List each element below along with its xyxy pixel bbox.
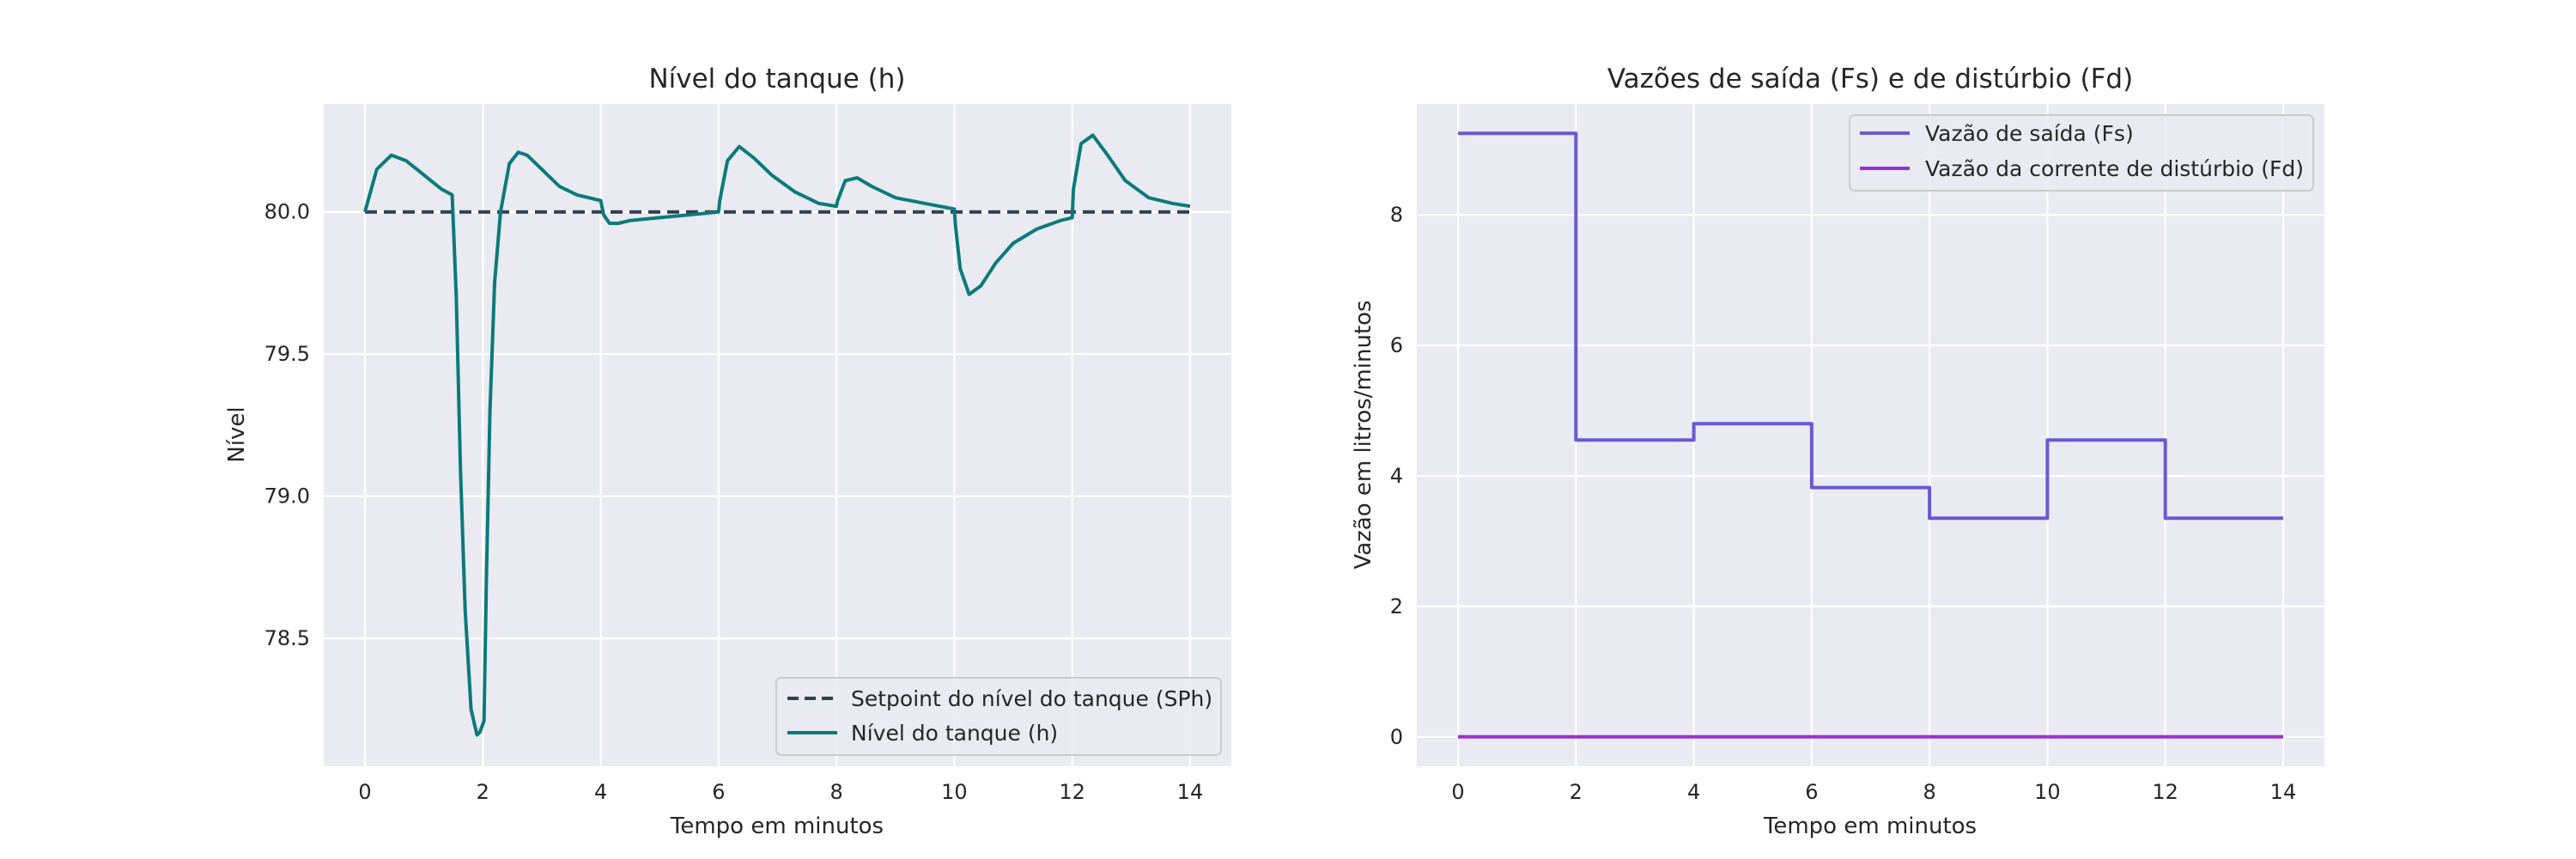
flow-chart: 0 2 4 6 8 10 12 14 0 2 4 6 8 Vazões de saída (Fs) e …	[1351, 64, 2324, 839]
level-chart-ticks: 0 2 4 6 8 10 12 14 78.5 79.0 79.5 80.0	[264, 200, 1204, 804]
level-chart-ytick-label: 79.0	[264, 484, 310, 509]
flow-chart-xtick-label: 14	[2270, 780, 2297, 804]
flow-chart-xtick-label: 2	[1570, 780, 1583, 804]
flow-chart-xtick-label: 6	[1805, 780, 1818, 804]
level-chart-xtick-label: 6	[712, 780, 725, 804]
level-chart-xtick-label: 4	[594, 780, 607, 804]
flow-chart-ytick-label: 8	[1390, 203, 1403, 227]
level-chart-xtick-label: 8	[829, 780, 842, 804]
legend-label-level: Nível do tanque (h)	[851, 721, 1058, 746]
flow-chart-legend-box	[1849, 114, 2314, 192]
level-chart: 0 2 4 6 8 10 12 14 78.5 79.0 79.5 80.0 Nível do tan…	[224, 64, 1231, 839]
flow-chart-xlabel: Tempo em minutos	[1763, 813, 1977, 839]
legend-label-disturbance: Vazão da corrente de distúrbio (Fd)	[1925, 156, 2304, 181]
level-chart-title: Nível do tanque (h)	[648, 64, 905, 94]
legend-label-outflow: Vazão de saída (Fs)	[1925, 121, 2134, 146]
level-chart-ylabel: Nível	[224, 406, 250, 462]
level-chart-plot-area	[324, 104, 1231, 766]
flow-chart-ytick-label: 6	[1390, 333, 1403, 357]
level-chart-xtick-label: 10	[941, 780, 968, 804]
level-chart-xtick-label: 12	[1059, 780, 1085, 804]
level-chart-ytick-label: 78.5	[264, 626, 310, 650]
level-chart-legend-box	[775, 677, 1222, 756]
legend-label-setpoint: Setpoint do nível do tanque (SPh)	[851, 686, 1212, 711]
level-chart-series	[363, 133, 1191, 737]
flow-chart-xtick-label: 0	[1451, 780, 1464, 804]
flow-chart-ylabel: Vazão em litros/minutos	[1351, 300, 1376, 569]
flow-chart-xtick-label: 4	[1687, 780, 1700, 804]
flow-chart-xtick-label: 12	[2152, 780, 2178, 804]
flow-chart-plot-area	[1417, 104, 2324, 766]
flow-chart-ticks: 0 2 4 6 8 10 12 14 0 2 4 6 8	[1390, 203, 2297, 804]
flow-chart-xtick-label: 10	[2034, 780, 2061, 804]
flow-chart-legend: Vazão de saída (Fs) Vazão da corrente de…	[1849, 114, 2314, 192]
level-chart-xtick-label: 2	[477, 780, 489, 804]
level-chart-ytick-label: 79.5	[264, 342, 310, 366]
flow-chart-series-line-0	[1458, 131, 2283, 521]
flow-chart-ytick-label: 0	[1390, 725, 1403, 749]
flow-chart-xtick-label: 8	[1923, 780, 1935, 804]
flow-chart-ytick-label: 2	[1390, 594, 1403, 618]
level-chart-grid	[324, 104, 1231, 766]
level-chart-xtick-label: 0	[358, 780, 371, 804]
flow-chart-title: Vazões de saída (Fs) e de distúrbio (Fd)	[1607, 64, 2133, 94]
flow-chart-ytick-label: 4	[1390, 464, 1403, 488]
level-chart-series-line-1	[363, 133, 1191, 737]
level-chart-ytick-label: 80.0	[264, 200, 310, 224]
level-chart-legend: Setpoint do nível do tanque (SPh) Nível …	[775, 677, 1222, 756]
level-chart-xtick-label: 14	[1177, 780, 1204, 804]
flow-chart-series	[1458, 131, 2283, 739]
level-chart-xlabel: Tempo em minutos	[670, 813, 884, 839]
